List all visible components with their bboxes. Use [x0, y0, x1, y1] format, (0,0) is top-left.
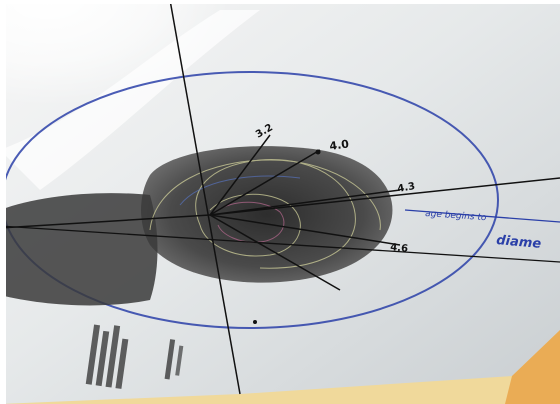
- shell-blob: [141, 146, 393, 283]
- blue-pointer-line: [404, 209, 560, 223]
- diameter-note: diame: [496, 233, 542, 252]
- spiral-lines: [149, 159, 381, 269]
- radial-lines: [0, 134, 560, 291]
- label-d: 4.6: [390, 242, 409, 255]
- handwritten-formula: [164, 339, 184, 380]
- tick-dot: [315, 149, 321, 155]
- label-a: 4.0: [329, 137, 350, 153]
- frame-edge: [0, 0, 560, 4]
- table-corner: [505, 330, 560, 404]
- horizontal-axis: [0, 225, 560, 263]
- frame-edge: [0, 0, 6, 404]
- handwritten-notes: [85, 324, 129, 389]
- label-c: 4.3: [397, 181, 416, 195]
- shell-blob-left: [0, 193, 158, 306]
- tick-dot: [253, 320, 257, 324]
- glare-streak: [0, 10, 260, 190]
- vertical-axis: [169, 0, 241, 395]
- arrow-note: age begins to: [425, 209, 487, 223]
